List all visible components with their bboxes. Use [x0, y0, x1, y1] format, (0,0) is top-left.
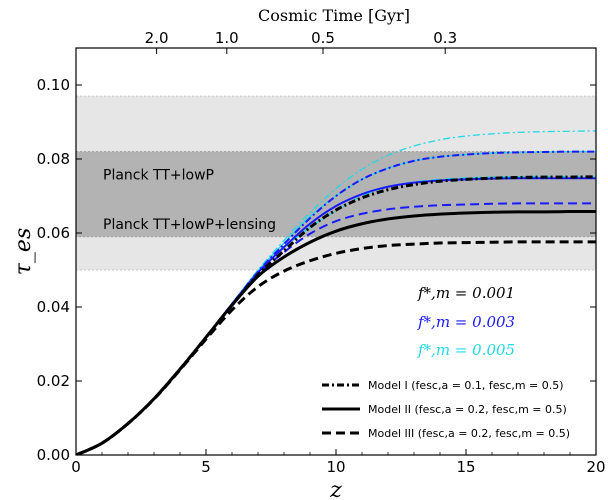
x-tick-label: 15: [456, 458, 475, 476]
axes: 0 5 10 15 20 0.00 0.02 0.04 0.06 0.08 0.10 2.0 1.0 0.…: [11, 6, 606, 500]
x-axis-title: z: [329, 478, 342, 500]
series-model-ii-fstar-0-001: [76, 210, 596, 455]
x-tick-label: 10: [326, 458, 345, 476]
curves: [76, 130, 596, 455]
band-planck-tt-lowp-lensing: [75, 151, 597, 238]
band-label-tt-lowp: Planck TT+lowP: [103, 168, 214, 184]
top-tick-label: 0.5: [311, 29, 335, 47]
series-model-iii-fstar-0-003: [76, 202, 596, 455]
legend-label-2: Model II (fesc,a = 0.2, fesc,m = 0.5): [368, 403, 567, 416]
top-tick-label: 1.0: [215, 29, 239, 47]
x-tick-label: 0: [71, 458, 81, 476]
band-label-tt-lowp-lensing: Planck TT+lowP+lensing: [103, 217, 276, 233]
top-tick-label: 0.3: [433, 29, 457, 47]
x-tick-label: 20: [586, 458, 605, 476]
y-tick-label: 0.00: [37, 446, 70, 464]
y-tick-label: 0.10: [37, 76, 70, 94]
y-tick-label: 0.08: [37, 150, 70, 168]
legend: Model I (fesc,a = 0.1, fesc,m = 0.5) Mode…: [322, 379, 570, 440]
plot-area: [75, 95, 597, 455]
legend-label-1: Model I (fesc,a = 0.1, fesc,m = 0.5): [368, 379, 564, 392]
labels: Planck TT+lowP Planck TT+lowP+lensing f*,m…: [103, 168, 515, 359]
series-model-iii-fstar-0-001: [76, 240, 596, 455]
fstar-label-2: f*,m = 0.003: [417, 313, 515, 331]
x-tick-label: 5: [201, 458, 211, 476]
y-axis-title: τ_es: [11, 228, 36, 275]
legend-label-3: Model III (fesc,a = 0.2, fesc,m = 0.5): [368, 427, 570, 440]
y-tick-label: 0.06: [37, 224, 70, 242]
top-tick-label: 2.0: [145, 29, 169, 47]
top-axis-title: Cosmic Time [Gyr]: [258, 6, 410, 25]
y-tick-label: 0.02: [37, 372, 70, 390]
y-tick-label: 0.04: [37, 298, 70, 316]
fstar-label-3: f*,m = 0.005: [417, 341, 515, 359]
fstar-label-1: f*,m = 0.001: [417, 284, 515, 302]
